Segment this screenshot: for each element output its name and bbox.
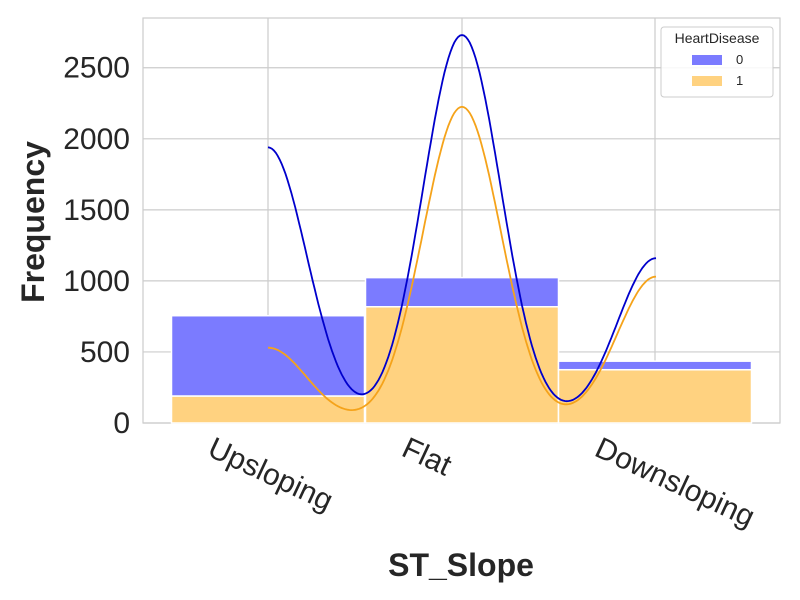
y-tick-label: 500 [80,336,130,369]
kde-line-series-1 [267,105,657,412]
y-tick-label: 0 [113,407,130,440]
legend-title: HeartDisease [675,30,760,46]
kde-curves [267,34,657,412]
legend-label-0: 0 [736,52,743,67]
x-tick-labels: Upsloping Flat Downsloping [203,431,760,534]
y-axis-label: Frequency [15,141,51,303]
y-tick-label: 1000 [63,265,130,298]
x-tick-label-upsloping: Upsloping [203,431,338,517]
legend-swatch-0 [692,55,722,65]
bar-series-1-downsloping [557,368,753,424]
legend-label-1: 1 [736,73,743,88]
x-tick-label-downsloping: Downsloping [590,431,760,534]
bar-layer [170,276,753,424]
bar-series-0-downsloping [557,360,753,371]
legend: HeartDisease 0 1 [660,26,774,98]
y-tick-label: 1500 [63,194,130,227]
bar-series-1-flat [364,306,560,424]
kde-line-series-0 [267,34,657,403]
bar-series-0-flat [364,276,560,308]
bar-series-0-upsloping [170,314,366,397]
x-tick-label-flat: Flat [397,431,457,482]
legend-swatch-1 [692,76,722,86]
y-tick-label: 2000 [63,123,130,156]
bar-series-1-upsloping [170,395,366,424]
y-tick-label: 2500 [63,52,130,85]
x-axis-label: ST_Slope [388,547,534,583]
y-tick-labels: 0 500 1000 1500 2000 2500 [63,52,130,440]
